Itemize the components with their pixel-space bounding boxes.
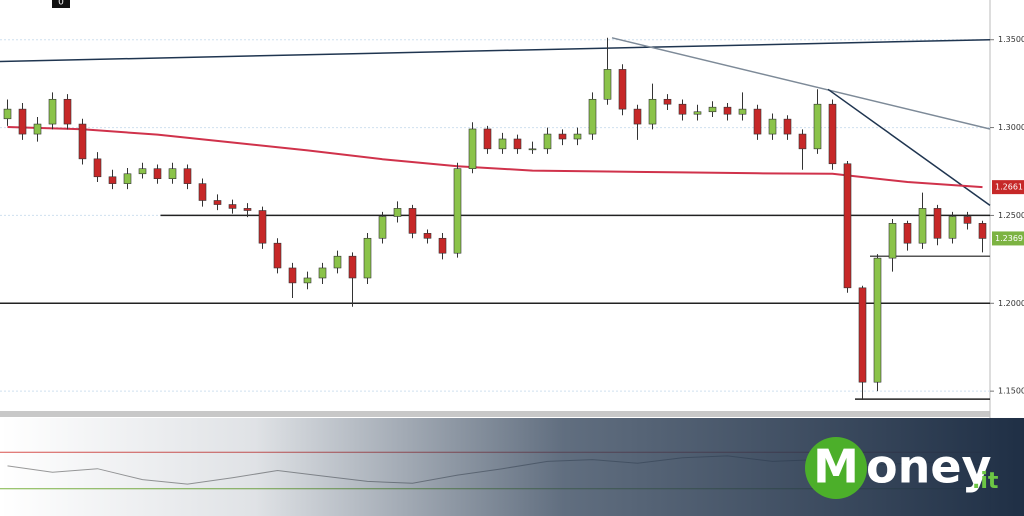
candle-body xyxy=(183,168,192,184)
candle-body xyxy=(663,98,672,105)
candle-body xyxy=(228,204,237,209)
candle-body xyxy=(978,223,987,239)
candle-body xyxy=(753,108,762,135)
candle-body xyxy=(873,257,882,383)
price-label-box xyxy=(992,180,1024,195)
candle-body xyxy=(738,108,747,115)
candle-body xyxy=(828,103,837,165)
candle-body xyxy=(303,277,312,284)
candle-body xyxy=(603,69,612,100)
candle-body xyxy=(528,148,537,151)
candle-body xyxy=(63,98,72,125)
candle-body xyxy=(363,237,372,279)
price-label: 1.2661 xyxy=(995,183,1023,192)
candle-body xyxy=(678,103,687,115)
y-tick-label: 1.3000 xyxy=(998,123,1024,132)
candle-body xyxy=(198,183,207,201)
candle-body xyxy=(543,133,552,150)
candle-body xyxy=(408,208,417,234)
candle-body xyxy=(168,168,177,180)
trend-line xyxy=(0,38,991,63)
trend-line xyxy=(611,37,991,130)
logo-suffix: .it xyxy=(972,469,999,494)
candle-body xyxy=(723,106,732,115)
candle-body xyxy=(243,208,252,211)
candle-body xyxy=(483,128,492,150)
candle-body xyxy=(903,223,912,244)
candle-body xyxy=(633,108,642,125)
candle-body xyxy=(138,168,147,175)
candle-body xyxy=(693,111,702,115)
y-tick-label: 1.3500 xyxy=(998,35,1024,44)
candle-body xyxy=(768,118,777,135)
candle-body xyxy=(618,69,627,110)
price-label: 1.2369 xyxy=(995,234,1023,243)
price-label-box xyxy=(992,231,1024,246)
candle-body xyxy=(3,108,12,120)
badge-box xyxy=(52,0,70,8)
candle-body xyxy=(393,208,402,217)
candle-body xyxy=(423,233,432,239)
logo-initial: M xyxy=(813,440,859,494)
logo-circle xyxy=(805,437,867,499)
candle-body xyxy=(498,138,507,150)
candle-body xyxy=(513,138,522,150)
candle-body xyxy=(858,287,867,383)
candle-body xyxy=(963,216,972,224)
pane-divider xyxy=(0,411,990,417)
candle-body xyxy=(453,168,462,254)
candle-body xyxy=(783,118,792,135)
candle-body xyxy=(333,255,342,269)
candle-body xyxy=(123,173,132,184)
candle-body xyxy=(18,108,27,135)
candle-body xyxy=(33,123,42,135)
candle-body xyxy=(648,98,657,125)
candle-body xyxy=(918,208,927,244)
candle-body xyxy=(48,98,57,125)
candle-body xyxy=(588,98,597,135)
logo-text: oney xyxy=(866,440,992,494)
candle-body xyxy=(258,210,267,244)
candle-body xyxy=(843,163,852,289)
candle-body xyxy=(813,103,822,150)
candle-body xyxy=(573,133,582,140)
candle-body xyxy=(378,216,387,239)
candle-body xyxy=(273,242,282,269)
candle-body xyxy=(108,176,117,184)
candle-body xyxy=(93,158,102,178)
candle-body xyxy=(798,133,807,150)
candle-body xyxy=(948,216,957,239)
candle-body xyxy=(888,223,897,259)
candle-body xyxy=(213,200,222,205)
candle-body xyxy=(78,123,87,160)
candle-body xyxy=(288,267,297,284)
candle-body xyxy=(468,128,477,169)
candle-body xyxy=(318,267,327,279)
candle-body xyxy=(438,237,447,254)
moving-average xyxy=(7,126,983,189)
y-tick-label: 1.2500 xyxy=(998,211,1024,220)
y-tick-label: 1.1500 xyxy=(998,387,1024,396)
candle-body xyxy=(348,255,357,279)
y-tick-label: 1.2000 xyxy=(998,299,1024,308)
badge: 0 xyxy=(58,0,64,8)
candle-body xyxy=(933,208,942,239)
candle-body xyxy=(153,168,162,180)
candle-body xyxy=(708,106,717,113)
candle-body xyxy=(558,133,567,140)
